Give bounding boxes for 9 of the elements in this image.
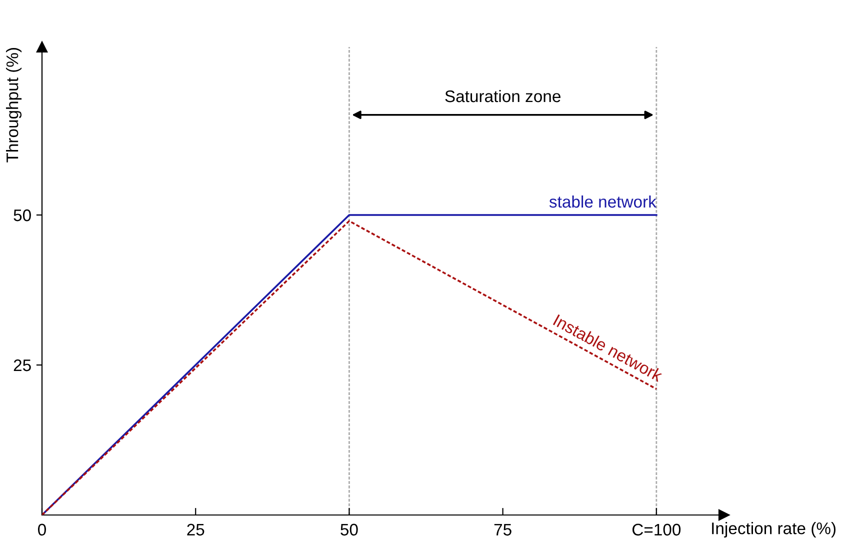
- x-tick-label: 50: [340, 524, 358, 536]
- x-tick-label: 75: [494, 524, 512, 536]
- annotation: Saturation zone: [445, 90, 560, 102]
- series-label: stable network: [549, 195, 656, 208]
- x-tick-label: 25: [187, 524, 204, 536]
- x-tick-label: 0: [38, 524, 46, 536]
- x-axis-title: Injection rate (%): [712, 522, 836, 538]
- y-axis-title: Throughput (%): [6, 48, 22, 162]
- x-tick-label: C=100: [632, 524, 681, 536]
